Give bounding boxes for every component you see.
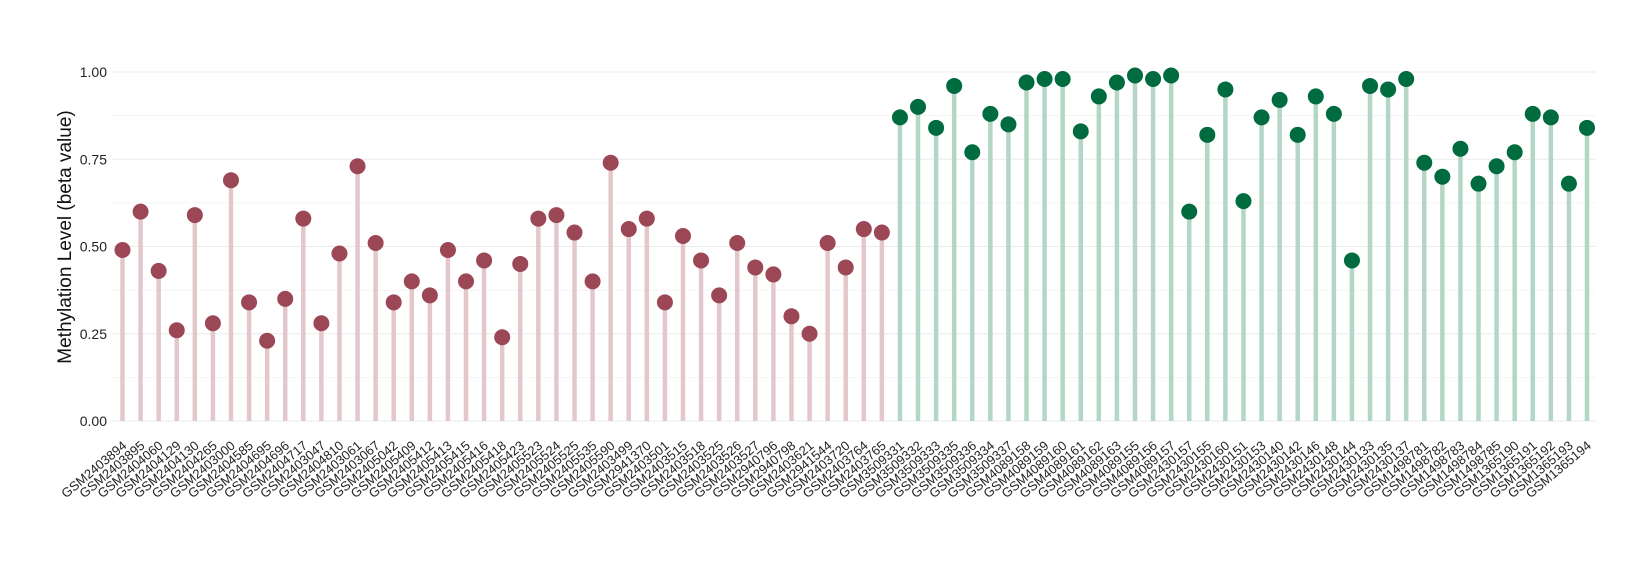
data-point (1000, 116, 1017, 133)
data-point (458, 273, 475, 290)
data-point (982, 105, 999, 122)
data-point (1235, 193, 1252, 210)
data-point (1018, 74, 1035, 91)
data-point (331, 245, 348, 262)
data-point (946, 77, 963, 94)
data-point (150, 262, 167, 279)
data-point (891, 109, 908, 126)
data-point (1434, 168, 1451, 185)
data-point (602, 154, 619, 171)
data-point (1126, 67, 1143, 84)
data-point (1579, 119, 1595, 136)
data-point (620, 221, 637, 238)
data-point (259, 332, 276, 349)
y-axis-ticks: 0.00 0.25 0.50 0.75 1.00 (80, 64, 107, 429)
data-point (1054, 70, 1071, 87)
data-point (928, 119, 945, 136)
data-point (729, 235, 746, 252)
data-point (313, 315, 330, 332)
data-point (222, 172, 239, 189)
y-tick-label: 1.00 (80, 64, 107, 80)
data-point (241, 294, 258, 311)
data-point (873, 224, 890, 241)
data-point (837, 259, 854, 276)
data-point (819, 235, 836, 252)
data-point (783, 308, 800, 325)
y-axis-title: Methylation Level (beta value) (55, 110, 76, 363)
data-point (1199, 126, 1216, 143)
data-point (1145, 70, 1162, 87)
data-point (1325, 105, 1342, 122)
data-point (204, 315, 221, 332)
y-tick-label: 0.25 (80, 326, 107, 342)
data-point (512, 255, 529, 272)
data-point (693, 252, 710, 269)
data-point (1398, 70, 1415, 87)
data-point (656, 294, 673, 311)
data-point (765, 266, 782, 283)
data-point (295, 210, 312, 227)
data-point (1253, 109, 1270, 126)
data-point (1217, 81, 1234, 98)
data-point (385, 294, 402, 311)
data-point (910, 98, 927, 115)
data-point (1380, 81, 1397, 98)
data-point (168, 322, 185, 339)
data-point (1271, 91, 1288, 108)
data-point (1072, 123, 1089, 140)
data-point (638, 210, 655, 227)
data-point (277, 290, 294, 307)
data-point (801, 325, 818, 342)
data-point (1181, 203, 1198, 220)
data-point (1289, 126, 1306, 143)
data-point (403, 273, 420, 290)
data-point (855, 221, 872, 238)
data-point (584, 273, 601, 290)
data-point (476, 252, 493, 269)
data-point (1524, 105, 1541, 122)
data-point (1452, 140, 1469, 157)
grid-lines (112, 71, 1596, 422)
data-point (1542, 109, 1559, 126)
data-point (1343, 252, 1360, 269)
data-point (349, 158, 366, 175)
data-point (1488, 158, 1505, 175)
data-point (421, 287, 438, 304)
data-point (1307, 88, 1324, 105)
data-point (747, 259, 764, 276)
data-point (674, 228, 691, 245)
data-point (1416, 154, 1433, 171)
data-point (1362, 77, 1379, 94)
data-point (1560, 175, 1577, 192)
data-point (1108, 74, 1125, 91)
y-tick-label: 0.75 (80, 151, 107, 167)
lollipop-stems (120, 75, 1590, 421)
y-tick-label: 0.50 (80, 239, 107, 255)
data-point (964, 144, 981, 161)
data-point (1090, 88, 1107, 105)
y-tick-label: 0.00 (80, 413, 107, 429)
data-point (132, 203, 149, 220)
data-point (1506, 144, 1523, 161)
data-point (711, 287, 728, 304)
data-point (114, 241, 131, 258)
data-point (1163, 67, 1180, 84)
data-point (548, 207, 565, 224)
data-point (367, 235, 384, 252)
data-point (530, 210, 547, 227)
x-axis-labels: GSM2403894GSM2403895GSM2404060GSM2404129… (58, 438, 1594, 501)
data-point (1470, 175, 1487, 192)
data-point (439, 241, 456, 258)
lollipop-points (114, 67, 1595, 349)
data-point (494, 329, 511, 346)
data-point (186, 207, 203, 224)
data-point (566, 224, 583, 241)
data-point (1036, 70, 1053, 87)
